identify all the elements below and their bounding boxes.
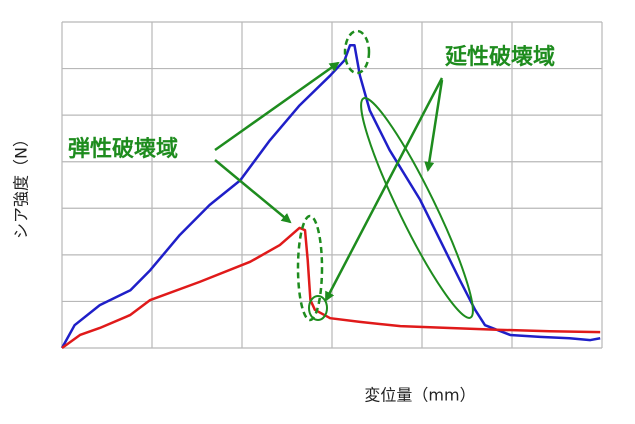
- x-axis-label: 変位量（mm）: [364, 386, 475, 405]
- data-line: [60, 44, 601, 349]
- y-axis-label: シア強度（N）: [12, 131, 31, 239]
- data-line: [61, 226, 601, 350]
- annotation: 延性破壊域: [444, 44, 555, 70]
- annotation: 弾性破壊域: [68, 136, 178, 162]
- annotation-shapes: [214, 29, 474, 322]
